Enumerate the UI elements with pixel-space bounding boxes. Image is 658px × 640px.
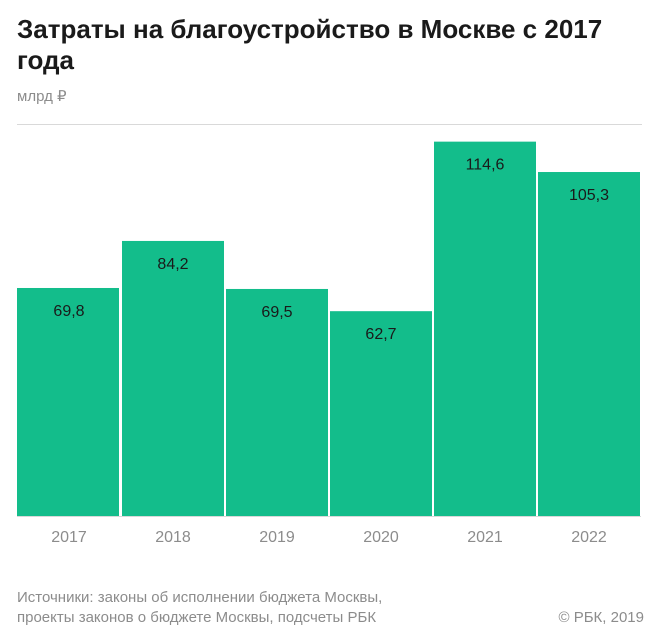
source-line-2: проекты законов о бюджете Москвы, подсче… [17,609,377,626]
value-label-2018: 84,2 [157,256,188,273]
bar-2018 [122,240,224,517]
chart-title: Затраты на благоустройство в Москве с 20… [17,14,603,75]
value-label-2021: 114,6 [466,157,505,174]
value-label-2019: 69,5 [261,304,292,321]
value-label-2022: 105,3 [569,187,609,204]
bar-2017 [17,287,119,516]
source-line-1: Источники: законы об исполнении бюджета … [17,589,383,606]
source-note: Источники: законы об исполнении бюджета … [17,588,557,628]
unit-label: млрд ₽ [17,88,67,105]
copyright: © РБК, 2019 [558,609,644,626]
x-tick-2022: 2022 [571,529,607,546]
x-tick-2020: 2020 [363,529,399,546]
bar-2019 [226,288,328,516]
value-label-2020: 62,7 [365,326,396,343]
x-tick-2018: 2018 [155,529,191,546]
x-tick-2019: 2019 [259,529,295,546]
bar-2022 [538,172,640,516]
bar-2021 [434,141,536,516]
bar-2020 [330,311,432,516]
value-label-2017: 69,8 [53,303,84,320]
x-tick-2021: 2021 [467,529,503,546]
top-rule [17,124,642,125]
x-tick-2017: 2017 [51,529,87,546]
